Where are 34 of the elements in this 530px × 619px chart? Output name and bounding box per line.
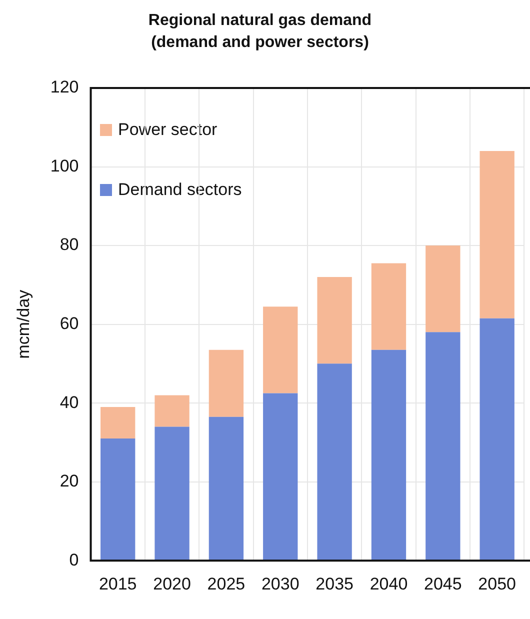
bar: [480, 151, 514, 318]
bar: [317, 364, 352, 560]
bar: [100, 407, 136, 439]
bar: [426, 332, 460, 560]
bar: [154, 395, 190, 427]
x-tick-label: 2040: [370, 574, 408, 594]
bar: [208, 350, 244, 417]
x-tick-label: 2035: [316, 574, 354, 594]
bar: [263, 306, 298, 394]
x-tick-label: 2025: [207, 574, 246, 594]
bar: [480, 318, 514, 560]
y-tick-label: 80: [60, 235, 79, 254]
x-tick-label: 2045: [424, 574, 462, 594]
bar: [100, 438, 136, 560]
x-tick-label: 2015: [98, 574, 137, 594]
bar: [426, 246, 460, 332]
chart-title: Regional natural gas demand (demand and power sectors): [147, 11, 373, 53]
bar: [371, 350, 406, 560]
x-tick-label: 2020: [153, 574, 191, 594]
bar: [263, 393, 298, 560]
x-tick-label: 2050: [478, 574, 516, 594]
legend-label: Demand sectors: [118, 180, 242, 200]
y-tick-label: 100: [50, 156, 79, 176]
y-tick-label: 0: [69, 550, 79, 570]
y-tick-label: 20: [60, 472, 79, 491]
y-tick-label: 60: [60, 314, 79, 333]
y-tick-label: 40: [60, 392, 79, 412]
y-tick-label: 120: [50, 78, 79, 97]
y-axis-title: mcm/day: [14, 289, 33, 359]
bar: [154, 426, 190, 560]
bar: [371, 263, 406, 350]
bar: [317, 277, 352, 364]
bar: [208, 416, 244, 560]
x-tick-label: 2030: [261, 574, 300, 594]
